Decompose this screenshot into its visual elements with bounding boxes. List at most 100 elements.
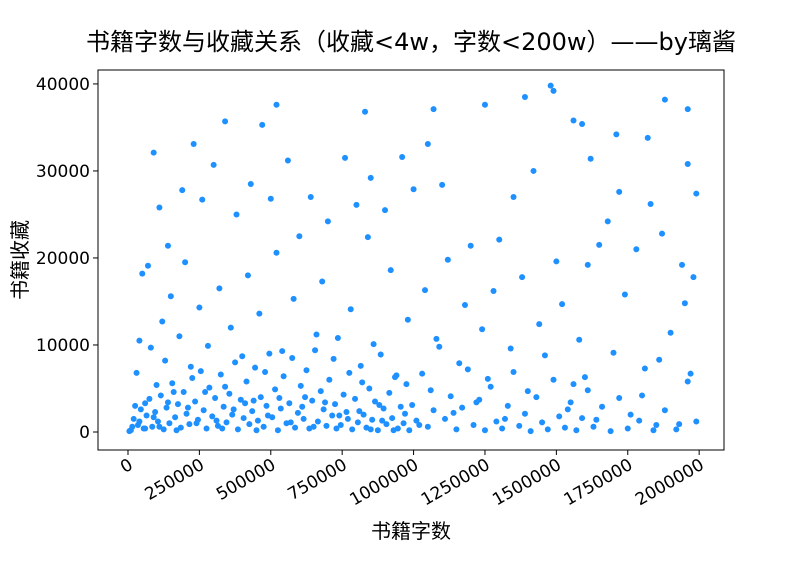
point	[461, 301, 468, 308]
point	[166, 420, 173, 427]
point	[459, 404, 466, 411]
point	[136, 418, 143, 425]
point	[467, 242, 474, 249]
point	[653, 422, 660, 429]
point	[367, 174, 374, 181]
point	[212, 395, 219, 402]
point	[330, 355, 337, 362]
point	[616, 188, 623, 195]
point	[581, 374, 588, 381]
point	[633, 246, 640, 253]
point	[389, 415, 396, 422]
point	[333, 425, 340, 432]
y-tick-label: 0	[79, 423, 90, 443]
point	[202, 388, 209, 395]
point	[156, 204, 163, 211]
point	[244, 272, 251, 279]
point	[342, 154, 349, 161]
point	[319, 278, 326, 285]
point	[310, 423, 317, 430]
point	[553, 258, 560, 265]
point	[661, 407, 668, 414]
point	[179, 187, 186, 194]
point	[157, 392, 164, 399]
point	[382, 207, 389, 214]
point	[297, 382, 304, 389]
point	[186, 421, 193, 428]
point	[681, 300, 688, 307]
point	[570, 381, 577, 388]
point	[197, 368, 204, 375]
point	[289, 355, 296, 362]
point	[164, 399, 171, 406]
point	[610, 349, 617, 356]
point	[387, 267, 394, 274]
point	[409, 402, 416, 409]
chart-title: 书籍字数与收藏关系（收藏<4w，字数<200w）——by璃酱	[86, 28, 736, 56]
point	[521, 410, 528, 417]
point	[433, 335, 440, 342]
y-tick-label: 10000	[36, 336, 90, 356]
point	[203, 425, 210, 432]
point	[357, 362, 364, 369]
point	[530, 167, 537, 174]
point	[661, 96, 668, 103]
point	[219, 425, 226, 432]
point	[227, 324, 234, 331]
point	[307, 194, 314, 201]
point	[150, 149, 157, 156]
point	[441, 415, 448, 422]
point	[544, 426, 551, 433]
point	[217, 371, 224, 378]
point	[209, 413, 216, 420]
point	[173, 427, 180, 434]
point	[222, 118, 229, 125]
point	[193, 420, 200, 427]
point	[347, 306, 354, 313]
point	[693, 418, 700, 425]
point	[424, 140, 431, 147]
point	[274, 427, 281, 434]
y-tick-label: 30000	[36, 162, 90, 182]
point	[272, 386, 279, 393]
point	[352, 395, 359, 402]
point	[290, 295, 297, 302]
point	[346, 369, 353, 376]
point	[223, 419, 230, 426]
point	[132, 402, 139, 409]
point	[226, 390, 233, 397]
point	[146, 395, 153, 402]
point	[263, 402, 270, 409]
point	[136, 337, 143, 344]
point	[567, 399, 574, 406]
point	[150, 414, 157, 421]
point	[679, 261, 686, 268]
point	[176, 333, 183, 340]
point	[196, 304, 203, 311]
point	[353, 201, 360, 208]
point	[142, 425, 149, 432]
point	[359, 379, 366, 386]
point	[501, 415, 508, 422]
point	[570, 117, 577, 124]
point	[326, 376, 333, 383]
point	[516, 422, 523, 429]
point	[246, 421, 253, 428]
point	[334, 335, 341, 342]
point	[206, 384, 213, 391]
point	[356, 408, 363, 415]
point	[406, 427, 413, 434]
point	[693, 190, 700, 197]
point	[479, 326, 486, 333]
point	[154, 418, 161, 425]
point	[400, 420, 407, 427]
point	[254, 417, 261, 424]
point	[139, 270, 146, 277]
point	[644, 134, 651, 141]
point	[137, 406, 144, 413]
x-axis-label: 书籍字数	[371, 519, 451, 543]
point	[493, 418, 500, 425]
plot-frame	[97, 69, 725, 451]
point	[376, 402, 383, 409]
